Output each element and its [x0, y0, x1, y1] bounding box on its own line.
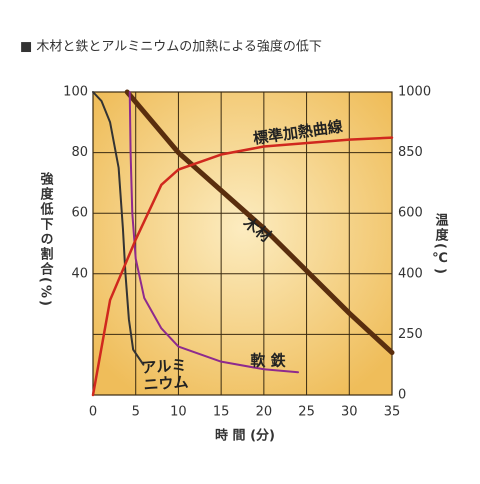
series-line — [91, 136, 394, 397]
y2-tick-label: 600 — [398, 206, 423, 221]
x-tick-label: 35 — [384, 405, 401, 420]
annotation: ニウム — [143, 373, 189, 394]
y-tick-label: 100 — [63, 85, 88, 100]
y2-tick-label: 1000 — [398, 85, 431, 100]
series-line — [124, 89, 395, 356]
x-tick-label: 20 — [256, 405, 273, 420]
y-tick-label: 40 — [71, 266, 88, 281]
plot-frame — [92, 91, 393, 396]
x-tick-label: 0 — [89, 405, 97, 420]
series-line — [92, 91, 145, 366]
chart-title: ■ 木材と鉄とアルミニウムの加熱による強度の低下 — [20, 39, 322, 55]
y2-tick-label: 250 — [398, 327, 423, 342]
x-tick-label: 30 — [341, 405, 358, 420]
annotation: アルミ — [141, 356, 187, 377]
x-tick-label: 10 — [170, 405, 187, 420]
x-tick-label: 25 — [298, 405, 315, 420]
y-tick-label: 60 — [71, 206, 88, 221]
plot-area — [93, 92, 392, 395]
annotation: 軟 鉄 — [250, 352, 285, 370]
y-axis-label: 強度低下の割合(%) — [38, 171, 55, 307]
y-tick-label: 80 — [71, 145, 88, 160]
x-axis-label: 時 間 (分) — [215, 428, 275, 444]
y2-axis-label: 温度(℃) — [432, 213, 448, 276]
series-line — [128, 91, 300, 374]
y2-tick-label: 850 — [398, 145, 423, 160]
x-tick-label: 15 — [213, 405, 230, 420]
y2-tick-label: 400 — [398, 266, 423, 281]
x-tick-label: 5 — [132, 405, 140, 420]
y2-tick-label: 0 — [398, 388, 406, 403]
